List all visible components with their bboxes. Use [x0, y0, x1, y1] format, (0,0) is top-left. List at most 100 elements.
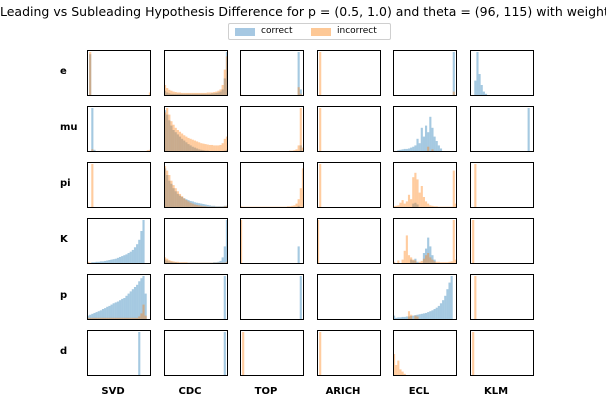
bar-incorrect: [166, 108, 169, 152]
bar-correct: [106, 306, 109, 320]
row-label-p: p: [60, 290, 68, 301]
panel-frame: [470, 162, 534, 208]
bar-correct: [431, 127, 434, 152]
bar-correct: [395, 317, 398, 320]
bar-correct: [412, 203, 415, 208]
bar-correct: [397, 317, 400, 320]
bar-incorrect: [178, 92, 182, 96]
bar-incorrect: [407, 311, 411, 320]
panel-K-SVD: [87, 218, 151, 264]
bar-incorrect: [174, 261, 177, 264]
row-label-pi: pi: [60, 178, 71, 189]
bar-correct: [439, 148, 443, 152]
bar-incorrect: [142, 304, 145, 320]
bar-correct: [431, 255, 434, 264]
bar-incorrect: [221, 143, 224, 152]
panel-frame: [240, 50, 304, 96]
bar-incorrect: [401, 200, 404, 208]
bar-incorrect: [416, 179, 419, 208]
bar-incorrect: [198, 142, 201, 152]
bar-correct: [223, 246, 226, 264]
bar-incorrect: [200, 92, 203, 96]
bar-correct: [123, 255, 126, 264]
bar-correct: [198, 203, 201, 208]
bar-incorrect: [414, 315, 417, 320]
panel-frame: [240, 274, 304, 320]
bar-incorrect: [110, 317, 113, 320]
bar-incorrect: [223, 138, 226, 152]
panel-frame: [164, 162, 228, 208]
bar-incorrect: [87, 261, 90, 264]
bar-correct: [99, 261, 102, 264]
bar-correct: [425, 125, 428, 152]
bar-incorrect: [472, 332, 475, 376]
bar-correct: [444, 295, 447, 320]
bar-incorrect: [427, 146, 430, 152]
bar-correct: [166, 260, 169, 264]
bar-incorrect: [191, 92, 194, 96]
bar-incorrect: [401, 259, 404, 264]
bar-correct: [431, 310, 434, 320]
bar-incorrect: [183, 135, 186, 152]
bar-incorrect: [242, 332, 245, 376]
bar-correct: [193, 93, 196, 96]
bar-incorrect: [410, 257, 413, 264]
bar-correct: [299, 276, 302, 320]
bar-correct: [172, 93, 175, 96]
bar-correct: [116, 301, 119, 320]
bar-incorrect: [178, 131, 182, 152]
panel-pi-TOP: [240, 162, 304, 208]
bar-correct: [95, 312, 98, 320]
bar-incorrect: [129, 317, 132, 320]
bar-correct: [168, 93, 171, 96]
bar-incorrect: [170, 180, 173, 208]
bar-correct: [131, 289, 134, 320]
panel-p-ARICH: [317, 274, 381, 320]
bar-incorrect: [416, 316, 419, 320]
panel-e-SVD: [87, 50, 151, 96]
bar-incorrect: [131, 317, 134, 320]
bar-correct: [142, 276, 145, 320]
panel-frame: [470, 274, 534, 320]
bar-correct: [407, 148, 411, 152]
bar-incorrect: [299, 188, 302, 208]
bar-correct: [138, 281, 141, 320]
bar-incorrect: [191, 139, 194, 152]
bar-incorrect: [225, 56, 228, 96]
bar-correct: [185, 142, 188, 152]
bar-correct: [219, 91, 222, 96]
bar-incorrect: [295, 149, 298, 152]
panel-mu-ECL: [393, 106, 457, 152]
bar-incorrect: [104, 317, 107, 320]
bar-correct: [166, 175, 169, 208]
panel-d-SVD: [87, 330, 151, 376]
bar-correct: [427, 312, 430, 320]
bar-incorrect: [319, 52, 322, 96]
bar-correct: [401, 149, 404, 152]
panel-e-KLM: [470, 50, 534, 96]
panel-d-CDC: [164, 330, 228, 376]
bar-incorrect: [101, 317, 105, 320]
bar-correct: [416, 204, 419, 208]
bar-correct: [181, 93, 184, 96]
bar-incorrect: [202, 143, 205, 152]
bar-incorrect: [225, 205, 228, 208]
bar-incorrect: [176, 191, 179, 208]
bar-incorrect: [437, 261, 440, 264]
bar-correct: [416, 261, 419, 264]
bar-incorrect: [225, 261, 228, 264]
panel-frame: [393, 50, 457, 96]
bar-incorrect: [208, 144, 211, 152]
bar-correct: [170, 261, 173, 264]
bar-incorrect: [172, 124, 175, 152]
bar-incorrect: [166, 170, 169, 208]
panel-pi-CDC: [164, 162, 228, 208]
bar-incorrect: [93, 317, 96, 320]
bar-correct: [223, 276, 226, 320]
bar-correct: [210, 93, 214, 96]
bar-incorrect: [95, 317, 98, 320]
panel-mu-CDC: [164, 106, 228, 152]
bar-incorrect: [198, 92, 201, 96]
bar-incorrect: [412, 259, 415, 264]
bar-correct: [114, 258, 117, 264]
